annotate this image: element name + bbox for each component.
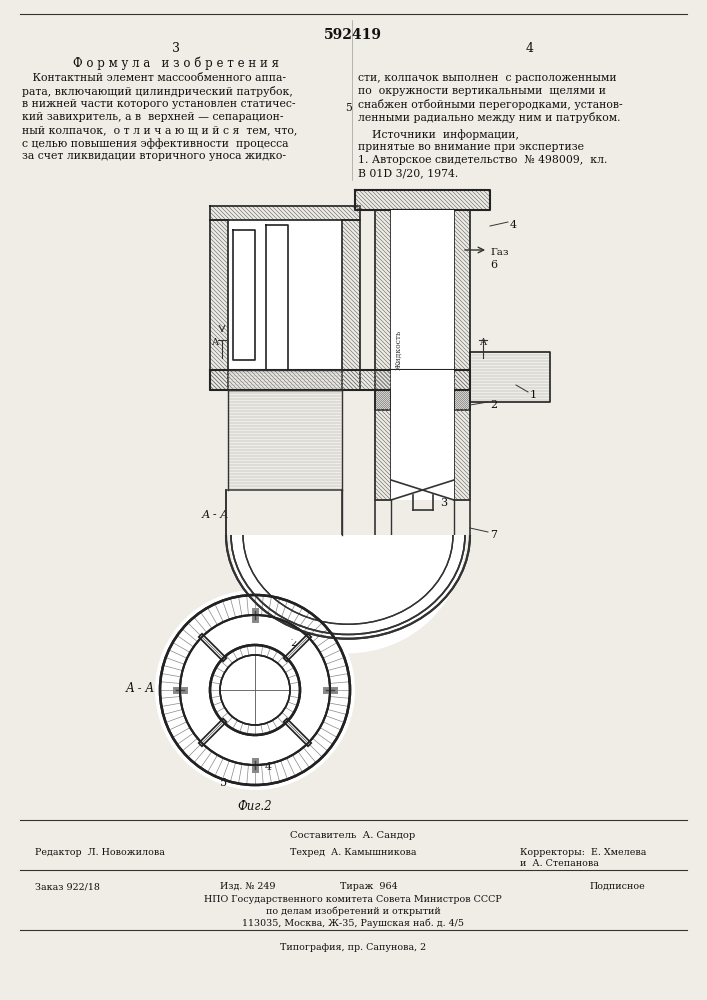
Text: рата, включающий цилиндрический патрубок,: рата, включающий цилиндрический патрубок… — [22, 86, 293, 97]
Text: сти, колпачок выполнен  с расположенными: сти, колпачок выполнен с расположенными — [358, 73, 617, 83]
Text: Техред  А. Камышникова: Техред А. Камышникова — [290, 848, 416, 857]
Text: Изд. № 249: Изд. № 249 — [220, 882, 276, 891]
Text: за счет ликвидации вторичного уноса жидко-: за счет ликвидации вторичного уноса жидк… — [22, 151, 286, 161]
Text: 2: 2 — [290, 638, 297, 648]
Text: и  А. Степанова: и А. Степанова — [520, 859, 599, 868]
Text: Ф о р м у л а   и з о б р е т е н и я: Ф о р м у л а и з о б р е т е н и я — [73, 56, 279, 70]
Text: принятые во внимание при экспертизе: принятые во внимание при экспертизе — [358, 142, 584, 152]
Text: по  окружности вертикальными  щелями и: по окружности вертикальными щелями и — [358, 86, 606, 96]
Wedge shape — [230, 535, 467, 653]
Bar — [395, 211, 450, 251]
Text: А - А: А - А — [201, 510, 229, 520]
Text: Типография, пр. Сапунова, 2: Типография, пр. Сапунова, 2 — [280, 943, 426, 952]
Bar — [391, 210, 454, 410]
Text: 592419: 592419 — [324, 28, 382, 42]
Bar — [391, 390, 454, 500]
Text: Корректоры:  Е. Хмелева: Корректоры: Е. Хмелева — [520, 848, 646, 857]
Text: снабжен отбойными перегородками, установ-: снабжен отбойными перегородками, установ… — [358, 99, 623, 110]
Text: ленными радиально между ним и патрубком.: ленными радиально между ним и патрубком. — [358, 112, 621, 123]
Text: 3: 3 — [172, 42, 180, 55]
Text: 113035, Москва, Ж-35, Раушская наб. д. 4/5: 113035, Москва, Ж-35, Раушская наб. д. 4… — [242, 919, 464, 928]
Text: 4: 4 — [265, 762, 272, 772]
Text: A: A — [479, 338, 486, 347]
Text: 4: 4 — [526, 42, 534, 55]
Text: Жидкость: Жидкость — [395, 330, 403, 370]
Text: А - А: А - А — [125, 682, 155, 695]
Circle shape — [155, 590, 355, 790]
Text: Контактный элемент массообменного аппа-: Контактный элемент массообменного аппа- — [22, 73, 286, 83]
Bar — [228, 220, 342, 370]
Text: В 01D 3/20, 1974.: В 01D 3/20, 1974. — [358, 168, 458, 178]
Text: Фиг.1: Фиг.1 — [382, 565, 417, 578]
Text: 6: 6 — [315, 628, 322, 638]
Text: НПО Государственного комитета Совета Министров СССР: НПО Государственного комитета Совета Мин… — [204, 895, 502, 904]
Text: 2: 2 — [490, 400, 497, 410]
Text: Тираж  964: Тираж 964 — [340, 882, 397, 891]
Bar — [391, 370, 454, 390]
Text: 1: 1 — [530, 390, 537, 400]
Text: A: A — [211, 338, 218, 347]
Text: Заказ 922/18: Заказ 922/18 — [35, 882, 100, 891]
Text: Составитель  А. Сандор: Составитель А. Сандор — [291, 831, 416, 840]
Text: 7: 7 — [490, 530, 497, 540]
Text: 1. Авторское свидетельство  № 498009,  кл.: 1. Авторское свидетельство № 498009, кл. — [358, 155, 607, 165]
Text: Редактор  Л. Новожилова: Редактор Л. Новожилова — [35, 848, 165, 857]
Text: 4: 4 — [510, 220, 517, 230]
Text: в нижней части которого установлен статичес-: в нижней части которого установлен стати… — [22, 99, 296, 109]
Text: Фиг.2: Фиг.2 — [238, 800, 272, 813]
Text: 6: 6 — [490, 260, 497, 270]
Text: по делам изобретений и открытий: по делам изобретений и открытий — [266, 907, 440, 916]
Text: Подписное: Подписное — [590, 882, 645, 891]
Text: с целью повышения эффективности  процесса: с целью повышения эффективности процесса — [22, 138, 288, 149]
Text: 5: 5 — [346, 103, 352, 113]
Text: ный колпачок,  о т л и ч а ю щ и й с я  тем, что,: ный колпачок, о т л и ч а ю щ и й с я те… — [22, 125, 298, 135]
Text: Газ: Газ — [490, 248, 508, 257]
Text: 5: 5 — [220, 778, 227, 788]
Text: 3: 3 — [440, 498, 447, 508]
Text: кий завихритель, а в  верхней — сепарацион-: кий завихритель, а в верхней — сепарацио… — [22, 112, 284, 122]
Text: Источники  информации,: Источники информации, — [358, 129, 519, 140]
